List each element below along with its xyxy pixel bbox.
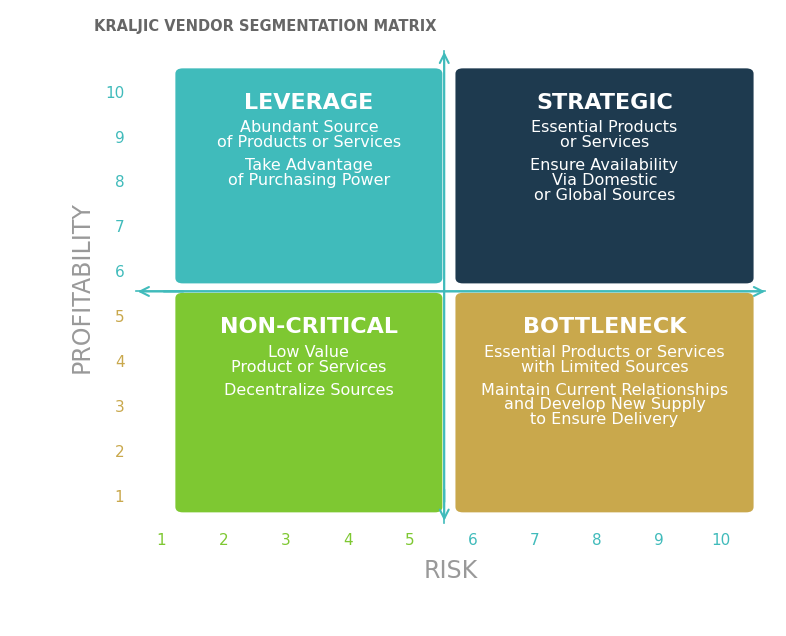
Text: Via Domestic: Via Domestic	[552, 173, 657, 188]
Text: Take Advantage: Take Advantage	[245, 158, 373, 173]
Text: Essential Products or Services: Essential Products or Services	[484, 345, 725, 360]
Text: LEVERAGE: LEVERAGE	[244, 93, 373, 113]
FancyBboxPatch shape	[175, 68, 443, 284]
Y-axis label: PROFITABILITY: PROFITABILITY	[70, 201, 94, 373]
FancyBboxPatch shape	[455, 68, 754, 284]
Text: to Ensure Delivery: to Ensure Delivery	[531, 412, 678, 427]
Text: Decentralize Sources: Decentralize Sources	[224, 383, 394, 398]
Text: Low Value: Low Value	[269, 345, 349, 360]
Text: NON-CRITICAL: NON-CRITICAL	[220, 317, 398, 337]
Text: Product or Services: Product or Services	[231, 360, 387, 375]
Text: Essential Products: Essential Products	[531, 120, 678, 135]
Text: or Global Sources: or Global Sources	[534, 188, 675, 203]
Text: BOTTLENECK: BOTTLENECK	[523, 317, 686, 337]
FancyBboxPatch shape	[175, 293, 443, 513]
Text: Abundant Source: Abundant Source	[240, 120, 378, 135]
Text: or Services: or Services	[560, 135, 649, 150]
Text: with Limited Sources: with Limited Sources	[520, 360, 689, 375]
Text: STRATEGIC: STRATEGIC	[536, 93, 673, 113]
X-axis label: RISK: RISK	[424, 559, 478, 583]
Text: of Purchasing Power: of Purchasing Power	[228, 173, 390, 188]
FancyBboxPatch shape	[455, 293, 754, 513]
Text: of Products or Services: of Products or Services	[217, 135, 401, 150]
Text: Ensure Availability: Ensure Availability	[531, 158, 678, 173]
Text: and Develop New Supply: and Develop New Supply	[504, 398, 706, 412]
Text: KRALJIC VENDOR SEGMENTATION MATRIX: KRALJIC VENDOR SEGMENTATION MATRIX	[94, 19, 437, 34]
Text: Maintain Current Relationships: Maintain Current Relationships	[481, 383, 728, 398]
